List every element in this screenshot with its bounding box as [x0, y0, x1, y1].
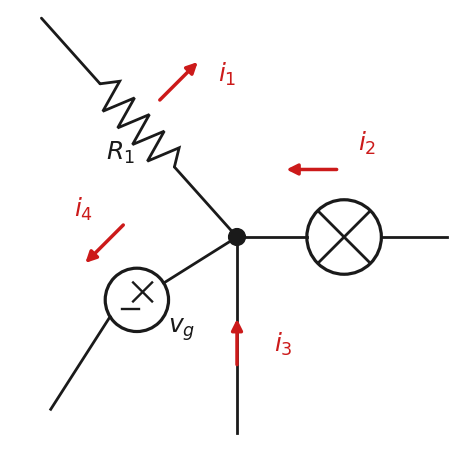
Circle shape — [228, 228, 246, 246]
Text: $\mathit{i}_2$: $\mathit{i}_2$ — [358, 130, 376, 157]
Text: $\mathit{i}_1$: $\mathit{i}_1$ — [219, 60, 237, 88]
Text: $v_g$: $v_g$ — [167, 317, 195, 344]
Text: $\mathit{i}_3$: $\mathit{i}_3$ — [274, 330, 293, 358]
Text: $R_1$: $R_1$ — [106, 140, 135, 166]
Text: $\mathit{i}_4$: $\mathit{i}_4$ — [74, 195, 93, 223]
